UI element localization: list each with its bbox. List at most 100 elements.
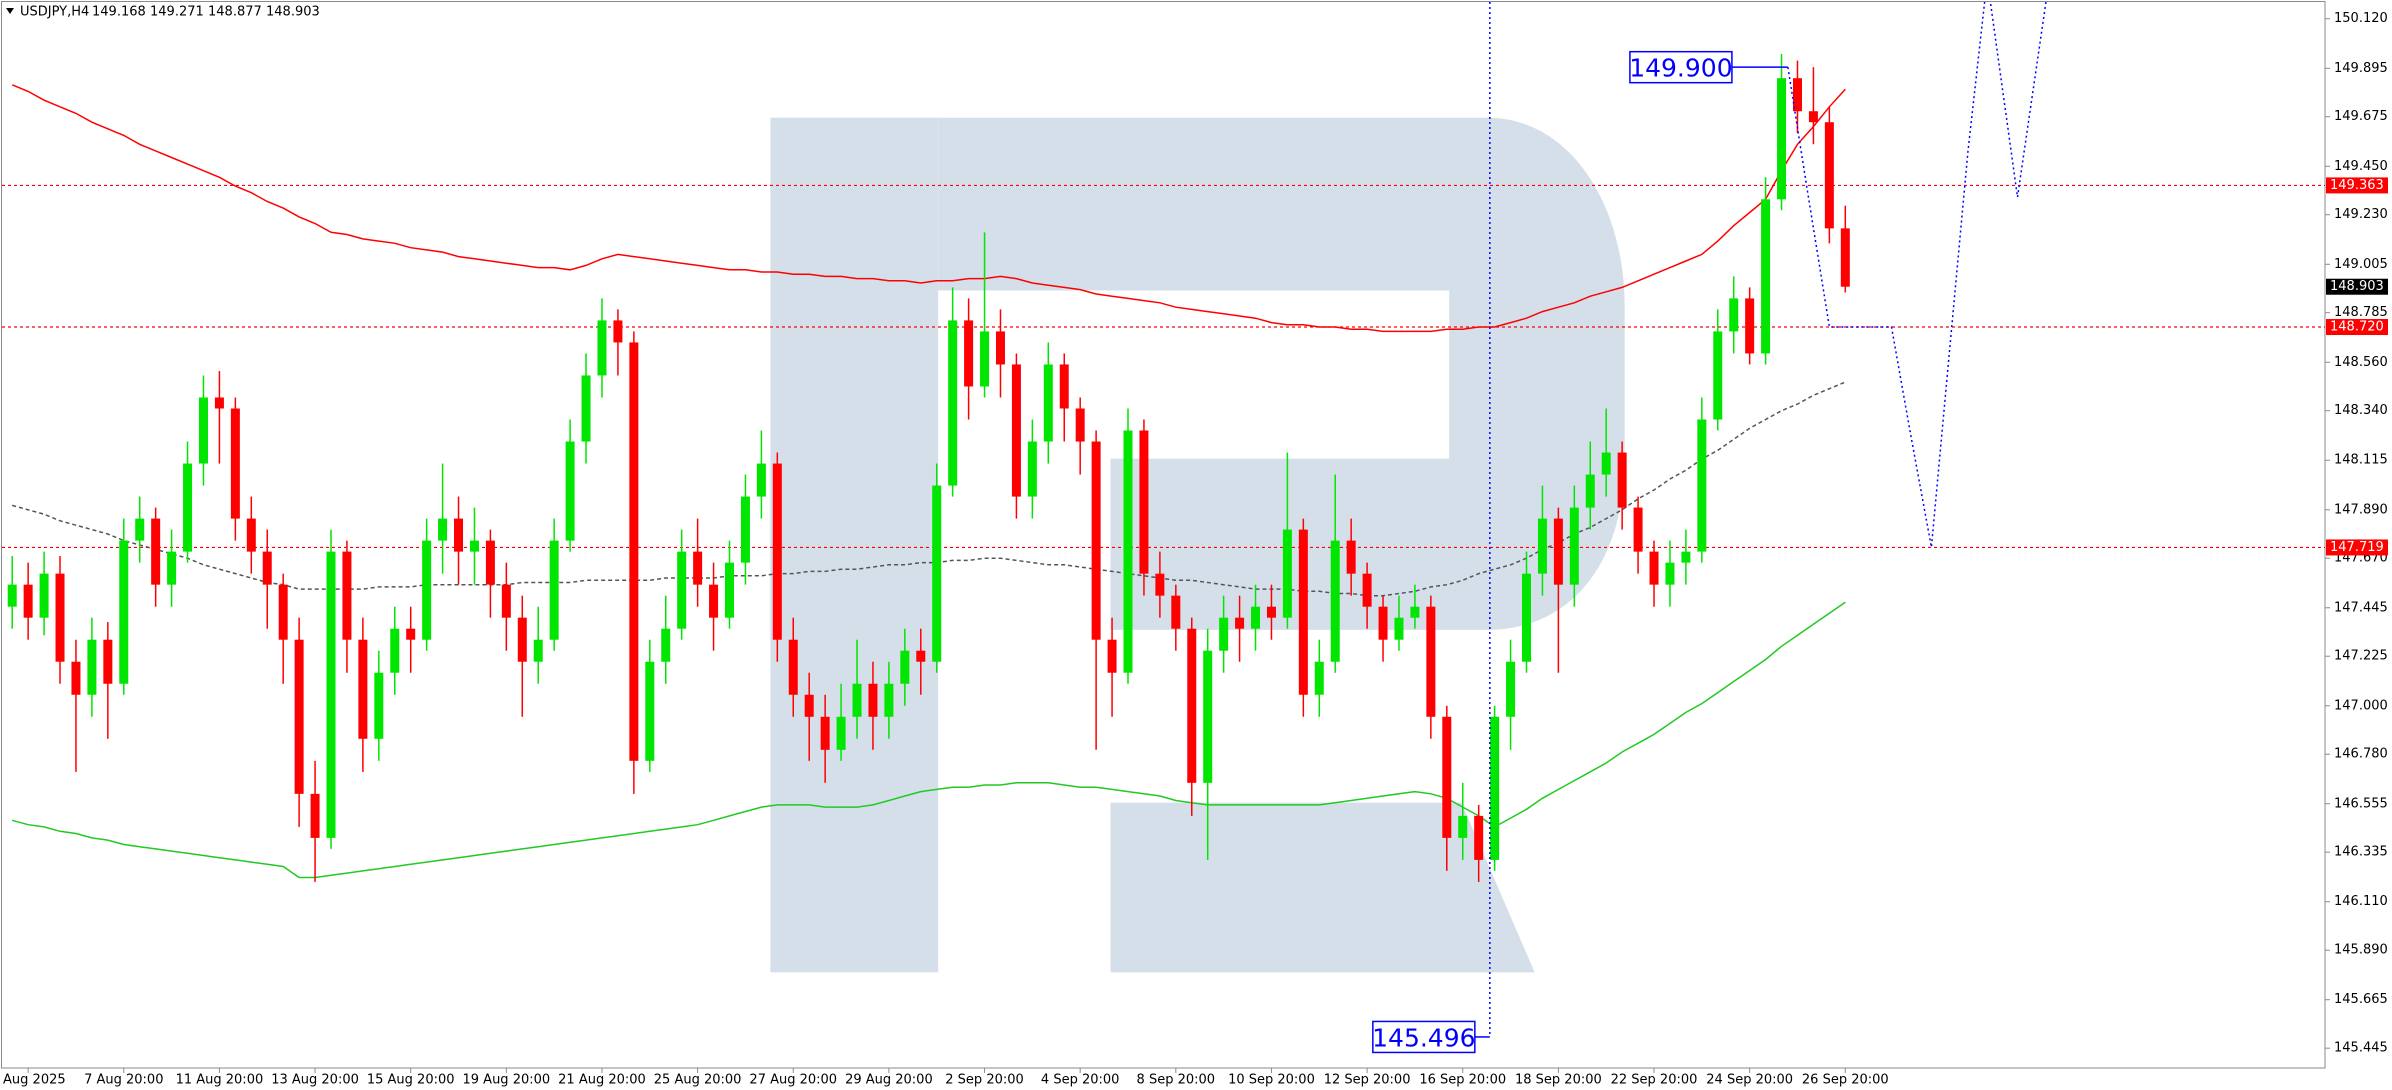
candle-body: [1059, 364, 1069, 409]
candle-body: [964, 320, 974, 387]
y-tick-label: 148.115: [2334, 453, 2388, 468]
candle-body: [1617, 452, 1627, 508]
level-price-tag-box: [2326, 177, 2388, 194]
candle-body: [7, 584, 17, 607]
moving-average-line: [11, 84, 1846, 333]
candle-body: [597, 320, 607, 376]
candle-body: [980, 331, 990, 387]
x-tick-label: 4 Sep 20:00: [1041, 1073, 1120, 1088]
candle-body: [1633, 507, 1643, 552]
annotation-box: [1372, 1020, 1476, 1054]
candle-body: [1553, 518, 1563, 585]
candle-body: [55, 573, 65, 662]
x-tick-label: 26 Sep 20:00: [1802, 1073, 1889, 1088]
candle-body: [645, 661, 655, 761]
candle-body: [1681, 551, 1691, 563]
candle-body: [183, 463, 193, 552]
candle-body: [995, 331, 1005, 365]
y-tick-label: 148.340: [2334, 403, 2388, 418]
candle-body: [23, 584, 33, 618]
x-tick-label: 5 Aug 2025: [0, 1073, 66, 1088]
x-tick-label: 24 Sep 20:00: [1706, 1073, 1793, 1088]
candle-body: [1378, 606, 1388, 640]
candle-body: [1808, 111, 1818, 123]
candle-body: [517, 617, 527, 662]
x-tick-label: 29 Aug 20:00: [845, 1073, 933, 1088]
candle-body: [1824, 122, 1834, 229]
candle-body: [629, 342, 639, 761]
candle-body: [1298, 529, 1308, 695]
candle-body: [119, 540, 129, 684]
x-tick-label: 22 Sep 20:00: [1611, 1073, 1698, 1088]
y-tick-label: 148.785: [2334, 305, 2388, 320]
candle-body: [661, 628, 671, 662]
candle-body: [1075, 408, 1085, 442]
candle-body: [1155, 573, 1165, 596]
candle-body: [1537, 518, 1547, 574]
candle-body: [1697, 419, 1707, 552]
candle-body: [1745, 298, 1755, 354]
level-price-tag: 148.720: [2330, 320, 2384, 335]
y-tick-label: 145.890: [2334, 943, 2388, 958]
annotation-label: 149.900: [1629, 54, 1732, 83]
x-tick-label: 2 Sep 20:00: [945, 1073, 1024, 1088]
level-price-tag: 149.363: [2330, 178, 2384, 193]
candle-body: [725, 562, 734, 618]
y-tick-label: 147.890: [2334, 502, 2388, 517]
header-high: 149.271: [150, 5, 204, 20]
candle-body: [1171, 595, 1181, 629]
x-tick-label: 16 Sep 20:00: [1419, 1073, 1506, 1088]
candle-body: [677, 551, 687, 629]
y-tick-label: 148.560: [2334, 355, 2388, 370]
x-tick-label: 11 Aug 20:00: [176, 1073, 264, 1088]
candle-body: [1346, 540, 1356, 574]
annotation-label: 145.496: [1372, 1023, 1475, 1052]
y-tick-label: 147.225: [2334, 649, 2388, 664]
x-tick-label: 25 Aug 20:00: [654, 1073, 742, 1088]
candle-body: [693, 551, 703, 585]
candle-body: [87, 639, 97, 695]
y-tick-label: 150.120: [2334, 11, 2388, 26]
candle-body: [1410, 606, 1420, 618]
y-tick-label: 149.005: [2334, 257, 2388, 272]
candle-body: [1203, 650, 1213, 783]
y-tick-label: 146.110: [2334, 894, 2388, 909]
y-tick-label: 145.445: [2334, 1041, 2388, 1056]
candle-body: [1123, 430, 1133, 673]
level-price-tag: 147.719: [2330, 540, 2384, 555]
candle-body: [1362, 573, 1372, 607]
header-open: 149.168: [92, 5, 146, 20]
candle-body: [820, 716, 830, 750]
y-tick-label: 149.450: [2334, 159, 2388, 174]
candle-body: [151, 518, 161, 585]
candle-body: [1506, 661, 1516, 717]
candle-body: [167, 551, 177, 585]
y-tick-label: 146.780: [2334, 747, 2388, 762]
plot-frame: [1, 1, 2326, 1069]
symbol: USDJPY,H4: [20, 5, 89, 20]
watermark-stem: [770, 117, 939, 973]
candle-body: [358, 639, 368, 739]
candle-body: [1777, 78, 1787, 200]
candle-body: [1314, 661, 1324, 695]
x-tick-label: 19 Aug 20:00: [463, 1073, 551, 1088]
candle-body: [884, 683, 894, 717]
header-low: 148.877: [208, 5, 262, 20]
candle-body: [788, 639, 798, 695]
candle-body: [1442, 716, 1452, 838]
candle-body: [1043, 364, 1053, 442]
candle-body: [836, 716, 846, 750]
candle-body: [1585, 474, 1595, 508]
y-tick-label: 149.675: [2334, 109, 2388, 124]
candle-body: [1282, 529, 1292, 618]
candle-body: [374, 672, 384, 739]
candle-body: [1522, 573, 1531, 662]
candle-body: [1792, 78, 1802, 112]
candle-body: [39, 573, 49, 618]
candle-body: [533, 639, 543, 662]
current-price-tag: 148.903: [2330, 279, 2384, 294]
plot-area: [2, 2, 2325, 882]
y-tick-label: 146.555: [2334, 796, 2388, 811]
candle-body: [900, 650, 910, 684]
